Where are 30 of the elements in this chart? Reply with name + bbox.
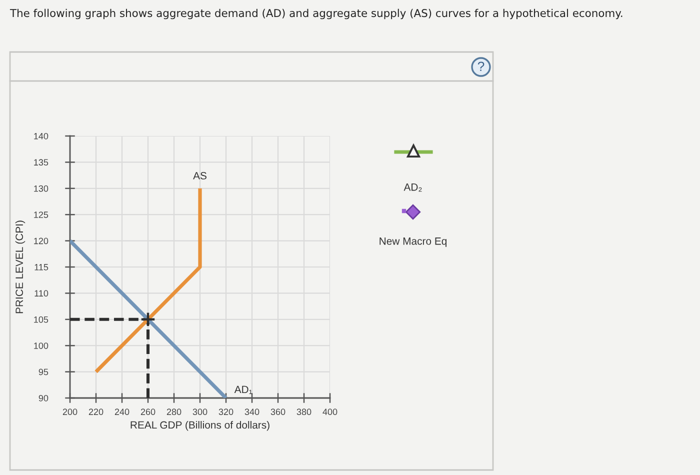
y-tick-label: 95 <box>38 368 48 376</box>
y-tick-label: 110 <box>34 290 48 297</box>
text: New Macro Eq <box>380 238 446 247</box>
y-tick-label: 115 <box>34 264 48 270</box>
y-tick-label: 105 <box>34 316 48 323</box>
y-tick-label: 120 <box>34 238 48 244</box>
x-tick-label: 220 <box>88 408 104 416</box>
y-tick-label: 125 <box>34 212 48 218</box>
text: ? <box>478 62 484 71</box>
series-label: AS <box>193 172 206 180</box>
y-axis-title: PRICE LEVEL (CPI) <box>15 220 26 314</box>
x-tick-label: 320 <box>218 408 234 416</box>
x-axis-title: REAL GDP (Billions of dollars) <box>130 421 270 431</box>
x-tick-label: 300 <box>192 408 208 416</box>
x-tick-label: 240 <box>114 408 130 416</box>
y-tick-label: 140 <box>34 132 48 140</box>
x-tick-label: 260 <box>140 408 156 416</box>
x-tick-label: 340 <box>244 408 260 416</box>
x-tick-label: 280 <box>166 408 182 416</box>
chart-title: The following graph shows aggregate demand (AD) and aggregate supply (AS) curves for a hypothetical economy. <box>10 8 622 20</box>
y-tick-label: 130 <box>34 185 48 192</box>
x-tick-label: 200 <box>62 408 78 416</box>
y-tick-label: 135 <box>34 159 48 166</box>
text: AD₂ <box>404 184 422 192</box>
series-label: AD₁ <box>234 386 252 394</box>
y-tick-label: 90 <box>38 394 48 402</box>
y-tick-label: 100 <box>34 342 48 349</box>
x-tick-label: 380 <box>296 408 312 416</box>
x-tick-label: 400 <box>322 408 338 416</box>
x-tick-label: 360 <box>270 408 286 416</box>
